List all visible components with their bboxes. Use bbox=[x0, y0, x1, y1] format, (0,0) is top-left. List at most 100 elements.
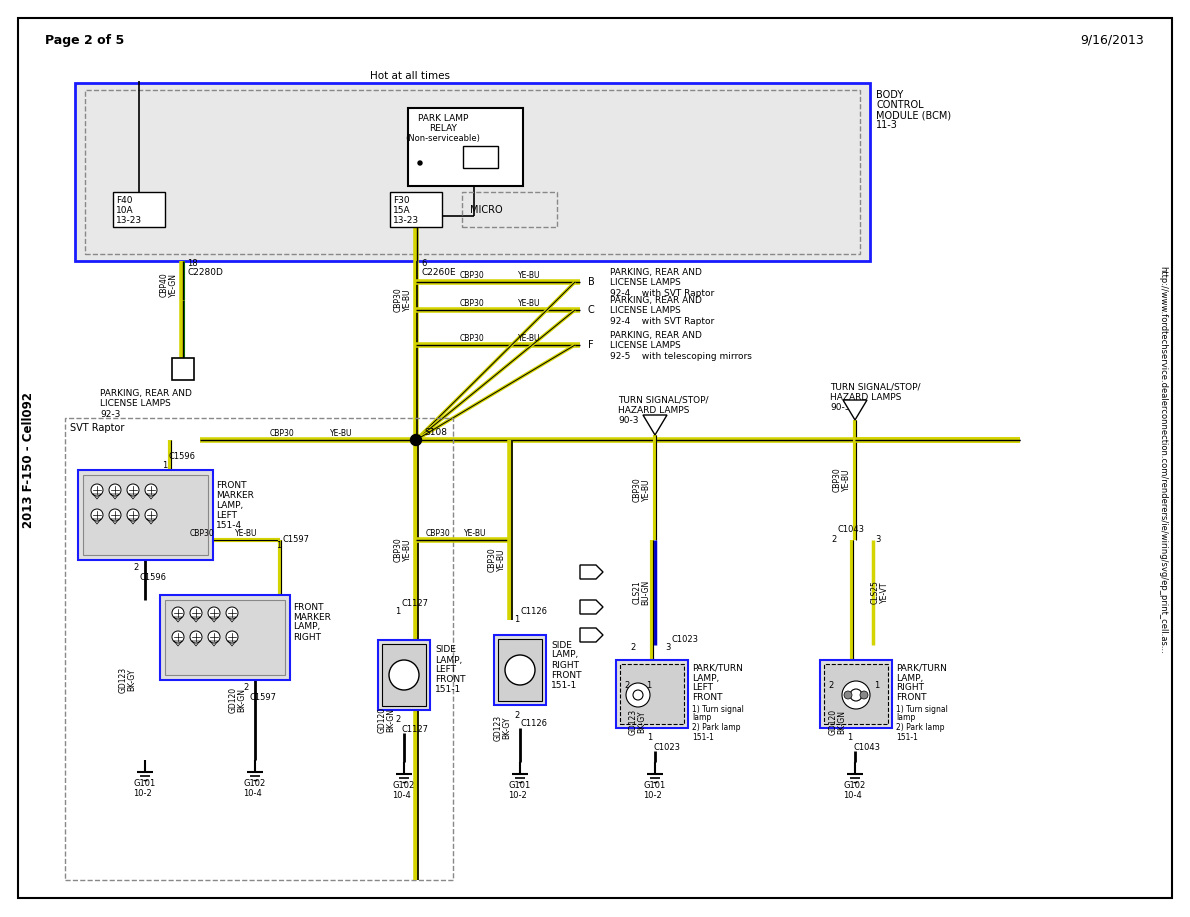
Text: 6: 6 bbox=[421, 259, 426, 268]
Text: 92-4    with SVT Raptor: 92-4 with SVT Raptor bbox=[610, 289, 714, 297]
Text: YE-BU: YE-BU bbox=[518, 299, 540, 307]
Circle shape bbox=[208, 607, 220, 619]
Text: C1597: C1597 bbox=[249, 692, 276, 702]
Text: LEFT: LEFT bbox=[217, 511, 237, 520]
Text: LAMP,: LAMP, bbox=[896, 673, 923, 682]
Circle shape bbox=[505, 655, 536, 685]
Text: C1597: C1597 bbox=[282, 536, 309, 545]
Text: RIGHT: RIGHT bbox=[293, 633, 321, 642]
Text: 10-4: 10-4 bbox=[843, 790, 862, 800]
Circle shape bbox=[173, 631, 184, 643]
Text: G102: G102 bbox=[392, 781, 414, 790]
Text: C1127: C1127 bbox=[401, 724, 428, 734]
Text: F40: F40 bbox=[115, 195, 132, 204]
Text: 2: 2 bbox=[624, 680, 630, 690]
Text: BK-GY: BK-GY bbox=[127, 668, 137, 691]
Bar bbox=[494, 635, 546, 705]
Text: MICRO: MICRO bbox=[470, 205, 502, 215]
Text: 1) Turn signal: 1) Turn signal bbox=[896, 704, 948, 713]
Bar bbox=[620, 664, 684, 724]
Text: 1: 1 bbox=[514, 615, 519, 624]
Text: C1126: C1126 bbox=[520, 607, 547, 616]
Text: TURN SIGNAL/STOP/: TURN SIGNAL/STOP/ bbox=[618, 395, 708, 404]
Text: YE-VT: YE-VT bbox=[879, 581, 889, 602]
Text: C: C bbox=[588, 305, 594, 315]
Text: 2) Park lamp: 2) Park lamp bbox=[693, 723, 740, 732]
Text: 10-4: 10-4 bbox=[243, 789, 262, 798]
Circle shape bbox=[190, 631, 202, 643]
Text: CBP30: CBP30 bbox=[426, 528, 451, 537]
Text: G101: G101 bbox=[133, 779, 155, 789]
Text: 10-4: 10-4 bbox=[392, 790, 411, 800]
Circle shape bbox=[127, 509, 139, 521]
Text: 11-3: 11-3 bbox=[876, 120, 898, 130]
Circle shape bbox=[145, 484, 157, 496]
Text: 1) Turn signal: 1) Turn signal bbox=[693, 704, 744, 713]
Bar bbox=[382, 644, 426, 706]
Bar bbox=[497, 639, 541, 701]
Text: G102: G102 bbox=[243, 779, 265, 789]
Text: LAMP,: LAMP, bbox=[293, 623, 320, 632]
Text: YE-BU: YE-BU bbox=[464, 528, 487, 537]
Text: HAZARD LAMPS: HAZARD LAMPS bbox=[829, 392, 901, 402]
Text: 15A: 15A bbox=[393, 205, 411, 215]
Text: LICENSE LAMPS: LICENSE LAMPS bbox=[100, 399, 170, 407]
Text: 3: 3 bbox=[875, 536, 881, 545]
Text: F: F bbox=[588, 340, 594, 350]
Text: YE-BU: YE-BU bbox=[518, 271, 540, 280]
Text: 18: 18 bbox=[187, 259, 198, 268]
Text: GD120: GD120 bbox=[228, 687, 238, 713]
Text: CBP30: CBP30 bbox=[461, 334, 484, 343]
Text: Hot at all times: Hot at all times bbox=[370, 71, 450, 81]
Circle shape bbox=[411, 435, 421, 446]
Text: (Non-serviceable): (Non-serviceable) bbox=[406, 134, 481, 142]
Bar bbox=[463, 146, 497, 168]
Bar bbox=[616, 660, 688, 728]
Text: 10-2: 10-2 bbox=[508, 790, 527, 800]
Text: CBP30: CBP30 bbox=[394, 537, 402, 562]
Text: YE-BU: YE-BU bbox=[518, 334, 540, 343]
Bar bbox=[408, 108, 522, 186]
Text: C1126: C1126 bbox=[520, 720, 547, 728]
Text: 90-3: 90-3 bbox=[618, 415, 639, 425]
Text: S108: S108 bbox=[424, 427, 447, 436]
Text: MARKER: MARKER bbox=[217, 491, 253, 500]
Text: 151-1: 151-1 bbox=[693, 733, 714, 742]
Text: 3: 3 bbox=[512, 665, 519, 675]
Text: RIGHT: RIGHT bbox=[551, 660, 580, 669]
Text: 1: 1 bbox=[847, 734, 852, 743]
Text: 90-3: 90-3 bbox=[829, 403, 851, 412]
Text: 1: 1 bbox=[395, 607, 400, 616]
Text: C1023: C1023 bbox=[653, 743, 679, 752]
Text: PARKING, REAR AND: PARKING, REAR AND bbox=[610, 268, 702, 277]
Text: CLS21: CLS21 bbox=[633, 580, 641, 604]
Text: HAZARD LAMPS: HAZARD LAMPS bbox=[618, 405, 689, 414]
Circle shape bbox=[633, 690, 643, 700]
Circle shape bbox=[389, 660, 419, 690]
Circle shape bbox=[109, 484, 121, 496]
Text: YE-BU: YE-BU bbox=[234, 528, 257, 537]
Polygon shape bbox=[580, 628, 603, 642]
Text: LICENSE LAMPS: LICENSE LAMPS bbox=[610, 305, 681, 315]
Text: G101: G101 bbox=[508, 781, 531, 790]
Text: YE-BU: YE-BU bbox=[841, 469, 851, 492]
Text: TURN SIGNAL/STOP/: TURN SIGNAL/STOP/ bbox=[829, 382, 921, 392]
Text: CBP30: CBP30 bbox=[190, 528, 214, 537]
Text: 1: 1 bbox=[646, 680, 651, 690]
Text: PARKING, REAR AND: PARKING, REAR AND bbox=[100, 389, 192, 397]
Text: YE-GN: YE-GN bbox=[169, 273, 177, 297]
Text: PARK/TURN: PARK/TURN bbox=[896, 664, 947, 672]
Text: BU-GN: BU-GN bbox=[641, 580, 651, 604]
Text: C2280D: C2280D bbox=[187, 268, 223, 277]
Circle shape bbox=[208, 631, 220, 643]
Text: BK-GN: BK-GN bbox=[238, 688, 246, 712]
Text: 92-5    with telescoping mirrors: 92-5 with telescoping mirrors bbox=[610, 351, 752, 360]
Text: 151-4: 151-4 bbox=[217, 521, 242, 529]
Text: LAMP,: LAMP, bbox=[436, 656, 462, 665]
Text: 2: 2 bbox=[630, 644, 635, 653]
Text: CBP30: CBP30 bbox=[461, 299, 484, 307]
Text: 2: 2 bbox=[828, 680, 833, 690]
Text: CBP30: CBP30 bbox=[488, 547, 496, 572]
Circle shape bbox=[626, 683, 650, 707]
Text: RELAY: RELAY bbox=[430, 124, 457, 132]
